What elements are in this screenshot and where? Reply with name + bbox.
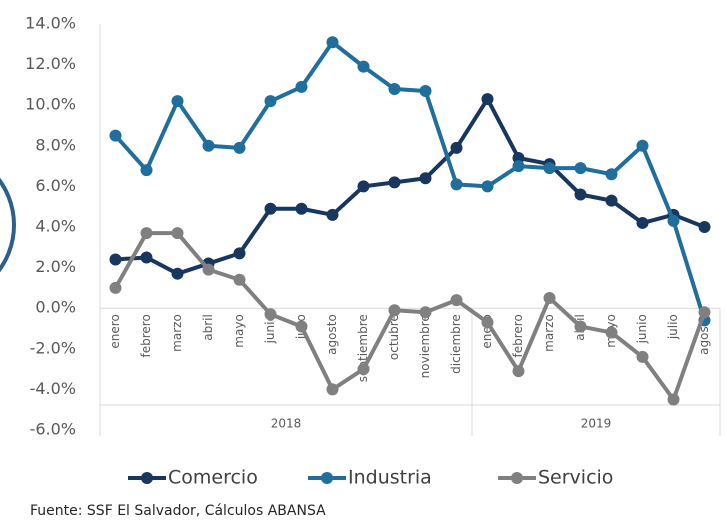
point [357, 363, 370, 376]
point [326, 36, 339, 49]
x-tick-label: julio [666, 314, 680, 340]
y-tick-label: 2.0% [35, 257, 76, 276]
x-tick-label: octubre [387, 314, 401, 360]
x-tick-label: marzo [170, 314, 184, 352]
x-tick-label: febrero [139, 314, 153, 357]
x-tick-label: noviembre [418, 314, 432, 378]
point [543, 292, 556, 305]
point [140, 251, 153, 264]
x-tick-label: junio [635, 314, 649, 344]
x-tick-label: diciembre [449, 314, 463, 374]
point [264, 308, 277, 321]
point [388, 176, 401, 189]
point [295, 80, 308, 93]
legend-marker [511, 472, 523, 484]
point [605, 194, 618, 207]
point [636, 216, 649, 229]
legend-label: Comercio [168, 467, 258, 489]
point [171, 227, 184, 240]
point [574, 188, 587, 201]
y-tick-label: -6.0% [30, 420, 76, 439]
point [419, 84, 432, 97]
point [667, 393, 680, 406]
point [667, 214, 680, 227]
y-tick-label: 4.0% [35, 217, 76, 236]
point [543, 162, 556, 175]
point [140, 227, 153, 240]
point [295, 202, 308, 215]
series-line [115, 97, 706, 276]
point [202, 263, 215, 276]
point [109, 281, 122, 294]
y-tick-label: -2.0% [30, 338, 76, 357]
point [481, 316, 494, 329]
x-tick-label: agosto [325, 314, 339, 355]
point [233, 141, 246, 154]
y-tick-label: 14.0% [25, 14, 76, 33]
y-tick-label: -4.0% [30, 379, 76, 398]
point [109, 129, 122, 142]
point [171, 95, 184, 108]
x-tick-label: enero [108, 314, 122, 348]
y-tick-label: 8.0% [35, 135, 76, 154]
y-tick-label: 6.0% [35, 176, 76, 195]
point [698, 221, 711, 233]
point [698, 306, 711, 319]
point [202, 139, 215, 152]
point [636, 350, 649, 363]
point [450, 294, 463, 307]
decoration [0, 177, 16, 273]
point [388, 82, 401, 95]
point [419, 306, 432, 319]
point [636, 139, 649, 152]
y-tick-label: 12.0% [25, 54, 76, 73]
point [264, 95, 277, 108]
point [357, 180, 370, 193]
point [326, 208, 339, 221]
point [295, 320, 308, 333]
point [109, 253, 122, 266]
legend-label: Servicio [538, 467, 613, 489]
y-tick-label: 0.0% [35, 298, 76, 317]
point [357, 60, 370, 73]
point [233, 247, 246, 260]
group-label: 2018 [271, 417, 302, 431]
x-tick-label: febrero [511, 314, 525, 357]
x-tick-label: junio [263, 314, 277, 344]
point [574, 162, 587, 175]
point [171, 267, 184, 280]
x-tick-label: abril [201, 314, 215, 341]
legend-label: Industria [348, 467, 432, 489]
point [481, 93, 494, 106]
point [326, 383, 339, 396]
point [481, 180, 494, 193]
legend-marker [321, 472, 333, 484]
point [450, 178, 463, 191]
point [605, 168, 618, 181]
source: Fuente: SSF El Salvador, Cálculos ABANSA [30, 503, 326, 519]
point [512, 160, 525, 173]
point [233, 273, 246, 286]
point [388, 304, 401, 317]
point [450, 141, 463, 154]
y-tick-label: 10.0% [25, 95, 76, 114]
x-tick-label: mayo [232, 314, 246, 348]
point [140, 164, 153, 177]
point [574, 320, 587, 333]
point [512, 365, 525, 378]
x-tick-label: marzo [542, 314, 556, 352]
group-label: 2019 [581, 417, 612, 431]
point [605, 326, 618, 339]
legend-marker [141, 472, 153, 484]
point [264, 202, 277, 215]
point [419, 172, 432, 185]
